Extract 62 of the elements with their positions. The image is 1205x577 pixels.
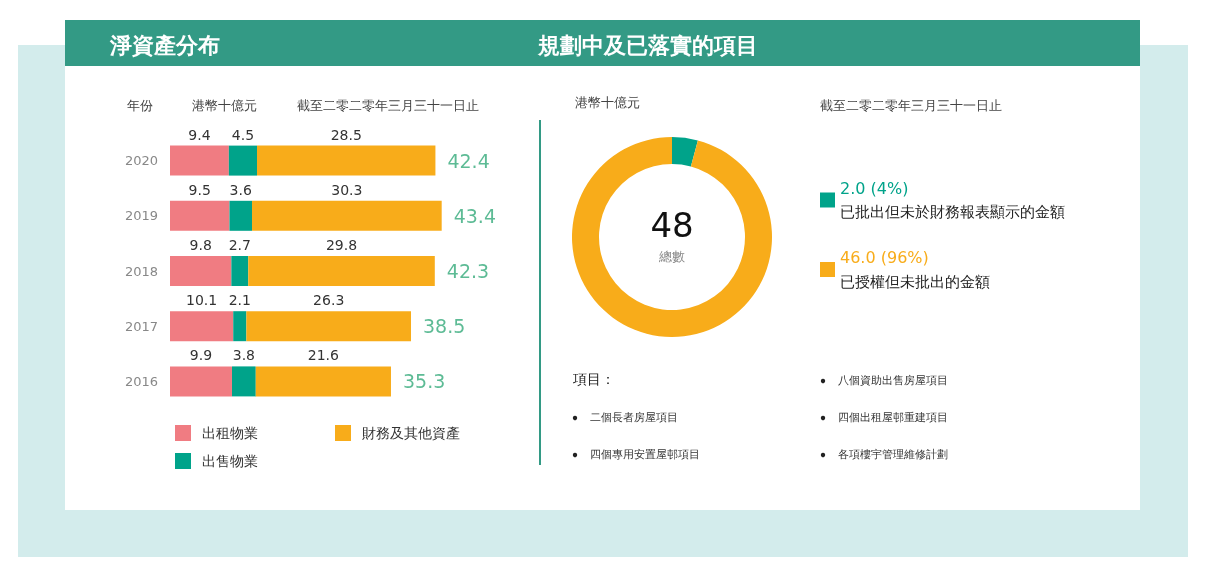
text: 港幣十億元 (575, 95, 640, 110)
bar (248, 256, 435, 286)
data-label: 26.3 (313, 292, 345, 309)
legend-label: 已批出但未於財務報表顯示的金額 (840, 203, 1065, 221)
data-label: 28.5 (330, 126, 362, 143)
bar (252, 200, 442, 231)
text: 各項樓宇管理維修計劃 (838, 448, 948, 461)
data-label: 46.0 (96%) (840, 248, 929, 267)
data-label: 2.1 (228, 292, 251, 309)
data-label: 3.8 (232, 347, 255, 364)
chart-subtitle: 截至二零二零年三月三十一日止 (820, 98, 1002, 113)
bar (231, 256, 249, 286)
data-label: 9.4 (188, 126, 211, 143)
total-label: 38.5 (423, 315, 466, 338)
y-tick-label: 2017 (124, 318, 158, 334)
data-label: 9.5 (188, 181, 211, 198)
y-axis-title: 年份 (127, 98, 153, 113)
bar (257, 145, 436, 176)
data-label: 21.6 (307, 347, 340, 364)
bar (229, 200, 253, 231)
data-label: 2.7 (228, 237, 251, 253)
legend-label: 出租物業 (202, 425, 258, 441)
data-label: 2.0 (4%) (840, 178, 909, 198)
data-label: 9.9 (189, 347, 213, 364)
x-axis-title: 港幣十億元 (192, 98, 257, 113)
bar (246, 311, 412, 342)
legend-label: 財務及其他資產 (362, 425, 460, 441)
data-label: 3.6 (229, 181, 252, 198)
bar (255, 366, 391, 397)
text: 二個長者房屋項目 (590, 411, 678, 424)
chart-title: 淨資產分布 (109, 32, 220, 58)
data-label: 10.1 (186, 292, 218, 309)
y-tick-label: 2020 (124, 153, 158, 169)
legend-label: 出售物業 (202, 453, 258, 469)
total-label: 43.4 (453, 204, 496, 227)
chart-subtitle: 截至二零二零年三月三十一日止 (297, 98, 479, 113)
data-label: 9.8 (189, 237, 212, 253)
bar (170, 145, 229, 176)
text: 48 (650, 205, 694, 245)
bar (170, 311, 234, 342)
text: 四個出租屋邨重建項目 (838, 411, 948, 424)
y-tick-label: 2018 (124, 263, 158, 279)
data-label: 29.8 (325, 237, 358, 253)
legend-label: 已授權但未批出的金額 (840, 272, 990, 291)
chart-title: 規劃中及已落實的項目 (537, 32, 758, 58)
bar (228, 145, 258, 176)
text: 總數 (658, 249, 685, 264)
data-label: 4.5 (231, 126, 255, 143)
bar (170, 256, 232, 286)
text: 項目： (572, 371, 615, 387)
y-tick-label: 2019 (124, 208, 158, 224)
data-label: 30.3 (331, 181, 363, 198)
y-tick-label: 2016 (124, 373, 158, 389)
bar (233, 311, 247, 342)
total-label: 42.3 (446, 260, 490, 282)
total-label: 35.3 (402, 370, 446, 393)
bar (170, 200, 230, 231)
bar (170, 366, 232, 397)
total-label: 42.4 (447, 149, 490, 172)
text: 四個專用安置屋邨項目 (590, 448, 700, 461)
bar (231, 366, 256, 397)
text: 八個資助出售房屋項目 (838, 374, 948, 387)
